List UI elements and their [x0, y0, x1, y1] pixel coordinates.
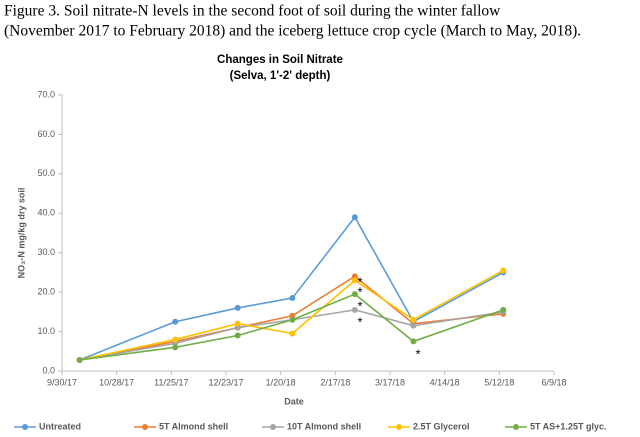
x-tick-label: 12/23/17: [208, 377, 243, 387]
point: [234, 332, 241, 339]
point: [172, 318, 179, 325]
point: [351, 306, 358, 313]
caption: Figure 3. Soil nitrate-N levels in the s…: [4, 3, 501, 20]
point: [289, 330, 296, 337]
x-tick-label: 10/28/17: [99, 377, 134, 387]
series-line: [79, 293, 504, 361]
point: [289, 316, 296, 323]
point: [351, 214, 358, 221]
legend-label: 5T AS+1.25T glyc.: [530, 421, 606, 431]
legend-marker: [270, 424, 276, 430]
y-tick-label: 70.0: [37, 89, 55, 99]
annotation: *: [415, 346, 420, 361]
annotation: *: [357, 284, 362, 299]
x-tick-label: 6/9/18: [541, 377, 566, 387]
legend-label: 5T Almond shell: [159, 421, 228, 431]
y-tick-label: 10.0: [37, 326, 55, 336]
point: [76, 356, 83, 363]
point: [234, 304, 241, 311]
point: [351, 277, 358, 284]
legend-marker: [142, 424, 148, 430]
point: [351, 291, 358, 298]
y-tick-label: 50.0: [37, 168, 55, 178]
y-tick-label: 60.0: [37, 129, 55, 139]
point: [500, 267, 507, 274]
x-tick-label: 11/25/17: [154, 377, 188, 387]
x-tick-label: 2/17/18: [320, 377, 350, 387]
chart-subtitle: (Selva, 1'-2' depth): [230, 70, 331, 82]
series-line: [79, 215, 504, 361]
x-tick-label: 4/14/18: [430, 377, 460, 387]
point: [500, 306, 507, 313]
x-tick-label: 9/30/17: [47, 377, 77, 387]
x-tick-label: 3/17/18: [375, 377, 405, 387]
point: [410, 316, 417, 323]
y-tick-label: 30.0: [37, 247, 55, 257]
y-tick-label: 20.0: [37, 287, 55, 297]
point: [234, 320, 241, 327]
legend-label: 10T Almond shell: [287, 421, 361, 431]
annotation: *: [357, 298, 362, 313]
point: [289, 295, 296, 302]
chart-title: Changes in Soil Nitrate: [217, 54, 343, 66]
y-axis-label: NO₃-N mg/kg dry soil: [16, 188, 26, 279]
annotation: *: [357, 274, 362, 289]
annotation: *: [357, 314, 362, 329]
x-axis-label: Date: [284, 396, 304, 406]
point: [172, 344, 179, 351]
legend-label: Untreated: [39, 421, 81, 431]
point: [172, 336, 179, 343]
point: [410, 322, 417, 329]
y-tick-label: 0.0: [42, 365, 55, 375]
legend-marker: [22, 424, 28, 430]
legend-marker: [513, 424, 519, 430]
legend-marker: [396, 424, 402, 430]
legend-label: 2.5T Glycerol: [413, 421, 470, 431]
point: [410, 338, 417, 345]
x-tick-label: 5/12/18: [484, 377, 514, 387]
caption: (November 2017 to February 2018) and the…: [4, 23, 581, 40]
y-tick-label: 40.0: [37, 208, 55, 218]
x-tick-label: 1/20/18: [266, 377, 296, 387]
